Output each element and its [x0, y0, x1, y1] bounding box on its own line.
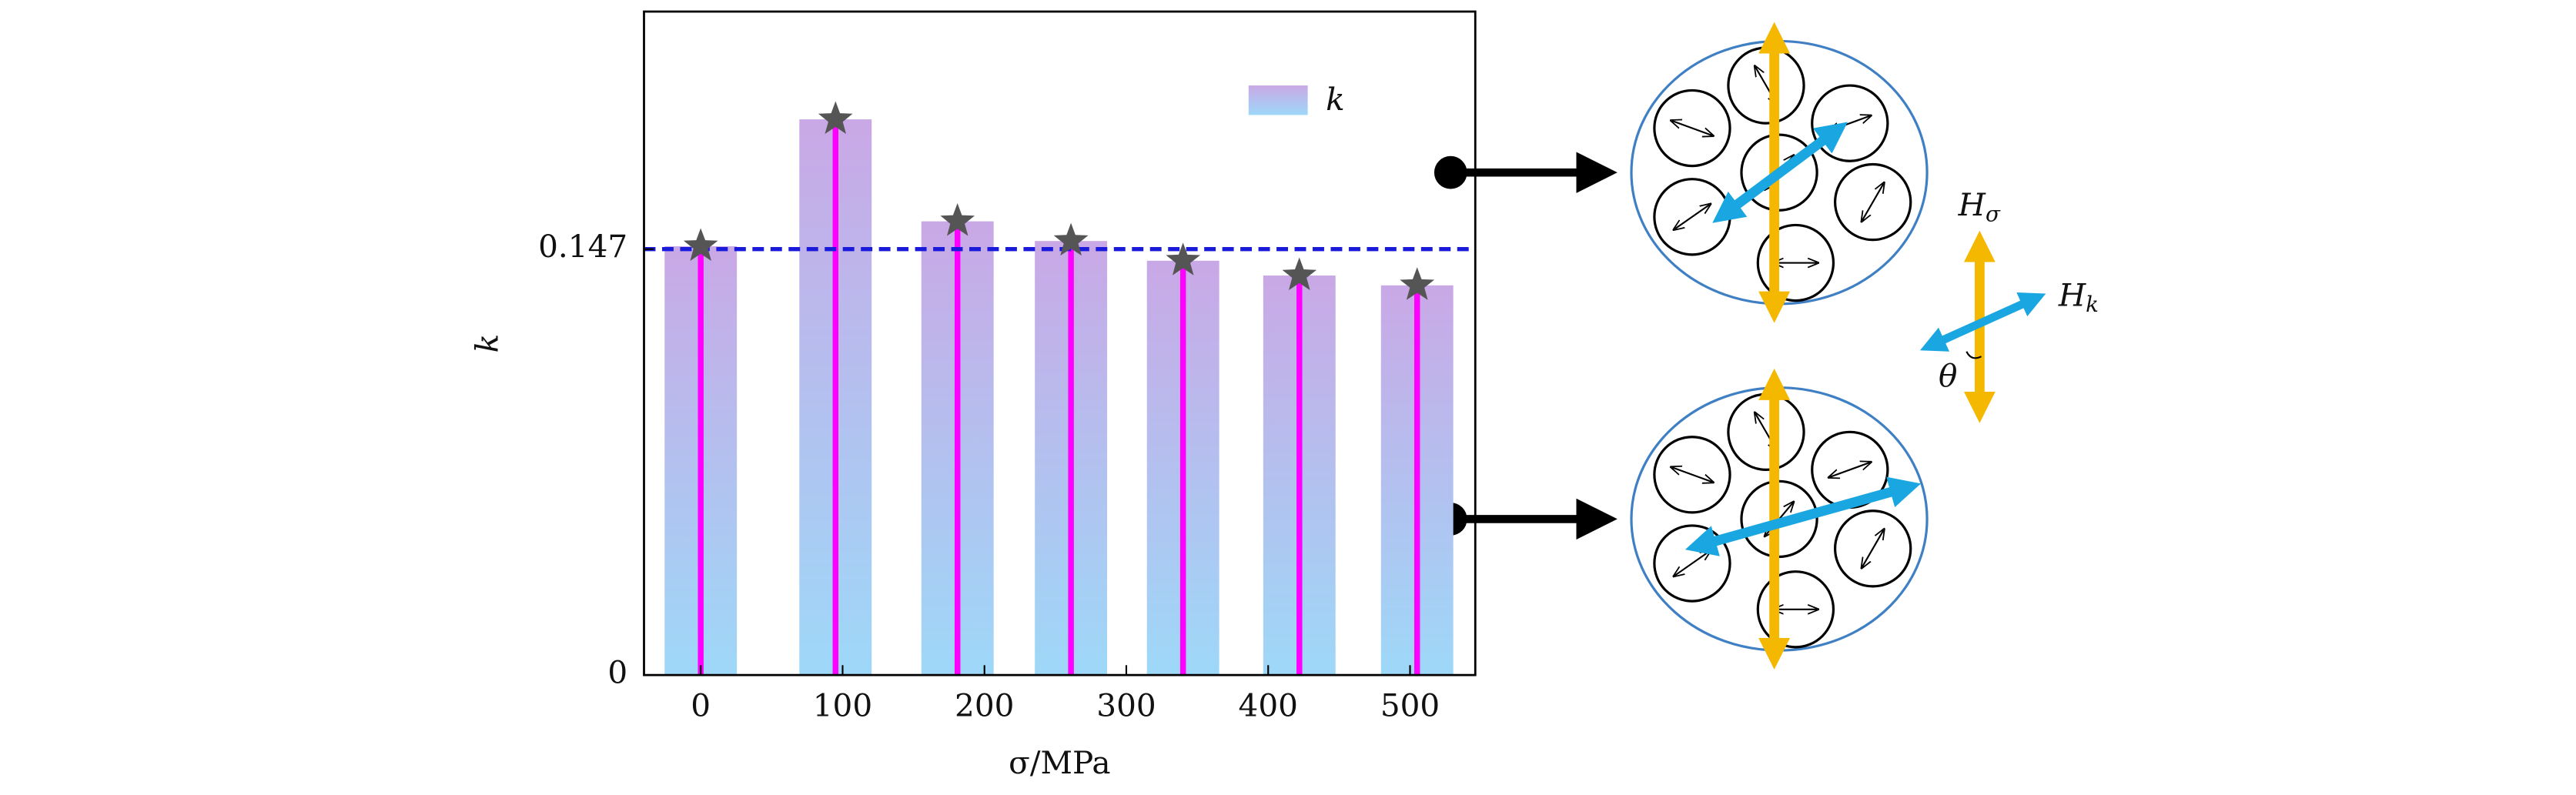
- star-marker: [1166, 242, 1201, 276]
- diagram-label: θ: [1939, 356, 1957, 393]
- label-main: θ: [1939, 356, 1957, 393]
- x-tick-label: 500: [1380, 686, 1440, 723]
- star-marker: [683, 228, 718, 261]
- x-tick-label: 200: [955, 686, 1014, 723]
- x-tick-label: 300: [1096, 686, 1156, 723]
- grain-moment: [1830, 463, 1870, 477]
- star-marker: [818, 101, 853, 135]
- anis-arrow: [1684, 476, 1922, 556]
- x-axis-label: σ/MPa: [1009, 744, 1110, 781]
- label-main: H: [1958, 185, 1986, 222]
- grain-moment: [1672, 121, 1712, 135]
- grain: [1756, 223, 1835, 302]
- label-sub: k: [2086, 292, 2099, 317]
- grain-moment: [1672, 467, 1712, 482]
- grain-moment: [1674, 205, 1709, 229]
- star-marker: [1053, 222, 1089, 256]
- y-axis-label: k: [468, 334, 505, 353]
- star-marker: [940, 203, 975, 236]
- grain-moment: [1862, 530, 1884, 567]
- x-tick-label: 100: [813, 686, 872, 723]
- label-main: H: [2058, 276, 2086, 313]
- star-marker: [1400, 267, 1435, 300]
- h-k-arrow: [1919, 292, 2046, 352]
- theta-arc: [1965, 351, 1982, 359]
- y-tick-label: 0: [607, 654, 627, 691]
- grain: [1756, 570, 1835, 649]
- plot-frame: [643, 10, 1477, 676]
- legend-label: k: [1326, 81, 1345, 118]
- anis-arrow: [1712, 122, 1848, 223]
- x-tick-label: 400: [1239, 686, 1298, 723]
- grain-moment: [1674, 551, 1709, 576]
- x-tick-label: 0: [691, 686, 711, 723]
- star-marker: [1282, 257, 1317, 290]
- label-sub: σ: [1986, 201, 2001, 226]
- dot: [1434, 155, 1467, 189]
- grain-moment: [1830, 116, 1870, 131]
- grain-moment: [1862, 184, 1884, 221]
- diagram-label: Hσ: [1958, 185, 2001, 226]
- legend-swatch: [1248, 85, 1308, 115]
- y-tick-label: 0.147: [538, 228, 627, 265]
- diagram-label: Hk: [2058, 276, 2099, 317]
